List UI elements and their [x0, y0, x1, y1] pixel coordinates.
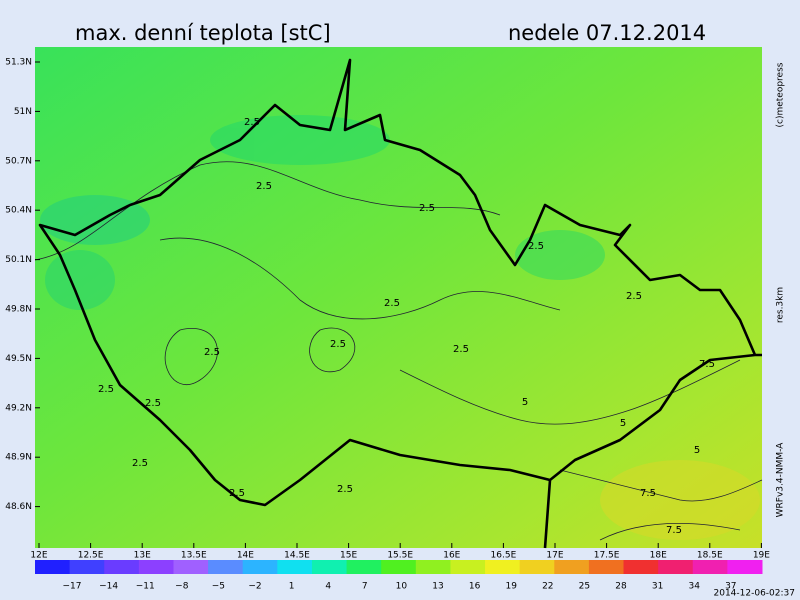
colorbar-label: 13	[432, 582, 443, 592]
colorbar-swatch	[554, 560, 590, 574]
title: max. denní teplota [stC]	[75, 21, 331, 45]
lon-label: 14E	[237, 551, 254, 561]
contour-label: 7.5	[666, 525, 682, 536]
colorbar-label: 28	[615, 582, 627, 592]
colorbar-swatch	[242, 560, 278, 574]
lon-label: 12E	[30, 551, 47, 561]
colorbar-label: 19	[505, 582, 517, 592]
colorbar-label: −14	[99, 582, 118, 592]
colorbar-swatch	[450, 560, 486, 574]
contour-label: 2.5	[229, 488, 245, 499]
colorbar-swatch	[311, 560, 348, 574]
colorbar-label: −11	[136, 582, 155, 592]
contour-label: 2.5	[145, 398, 161, 409]
lon-label: 13.5E	[181, 551, 207, 561]
colorbar-swatch	[277, 560, 313, 574]
lat-label: 48.9N	[5, 453, 32, 463]
contours	[34, 161, 763, 541]
lat-label: 49.5N	[5, 354, 32, 364]
contour-label: 7.5	[699, 359, 715, 370]
lat-label: 48.6N	[5, 502, 32, 512]
copyright: (c)meteopress	[776, 62, 786, 127]
colorbar-swatch	[104, 560, 140, 574]
colorbar-label: 31	[652, 582, 663, 592]
model: WRFv3.4-NMM-A	[776, 442, 786, 518]
contour-label: 5	[620, 418, 626, 429]
contour-label: 5	[694, 445, 700, 456]
colorbar-label: −8	[175, 582, 189, 592]
colorbar-label: 34	[688, 582, 700, 592]
lon-label: 12.5E	[78, 551, 104, 561]
lat-label: 49.2N	[5, 403, 32, 413]
lon-label: 14.5E	[284, 551, 310, 561]
colorbar-label: −17	[63, 582, 82, 592]
colorbar-label: 4	[325, 582, 331, 592]
contour-label: 2.5	[244, 117, 260, 128]
colorbar-swatch	[692, 560, 728, 574]
colorbar-swatch	[588, 560, 625, 574]
colorbar-swatch	[138, 560, 174, 574]
contour-label: 2.5	[419, 203, 435, 214]
contour-label: 5	[522, 397, 528, 408]
date: nedele 07.12.2014	[508, 21, 706, 45]
colorbar-swatch	[173, 560, 209, 574]
contour-label: 2.5	[132, 458, 148, 469]
contour-label: 7.5	[640, 488, 656, 499]
colorbar-swatch	[727, 560, 763, 574]
lon-label: 17.5E	[594, 551, 620, 561]
colorbar-swatch	[208, 560, 244, 574]
lon-label: 13E	[134, 551, 151, 561]
lat-label: 50.1N	[5, 255, 32, 265]
resolution: res.3km	[776, 287, 786, 323]
colorbar-swatch	[69, 560, 105, 574]
contour-label: 2.5	[256, 181, 272, 192]
lon-label: 18.5E	[697, 551, 723, 561]
lon-label: 19E	[753, 551, 770, 561]
colorbar-swatch	[35, 560, 71, 574]
colorbar-swatch	[415, 560, 451, 574]
lat-label: 50.4N	[5, 206, 32, 216]
colorbar-swatch	[623, 560, 659, 574]
colorbar-label: 7	[362, 582, 368, 592]
contour-label: 2.5	[384, 298, 400, 309]
lon-label: 15.5E	[387, 551, 413, 561]
timestamp: 2014-12-06-02:37	[714, 589, 796, 599]
colorbar-label: 1	[289, 582, 295, 592]
colorbar-label: −2	[248, 582, 261, 592]
colorbar-label: 22	[542, 582, 553, 592]
lon-label: 16.5E	[491, 551, 517, 561]
contour-label: 2.5	[98, 384, 114, 395]
contour-label: 2.5	[204, 347, 220, 358]
colorbar-label: 16	[469, 582, 481, 592]
colorbar-swatch	[658, 560, 694, 574]
contour-label: 2.5	[453, 344, 469, 355]
colorbar-swatch	[519, 560, 555, 574]
contour-label: 2.5	[337, 484, 353, 495]
colorbar-label: 25	[579, 582, 590, 592]
colorbar-swatch	[485, 560, 521, 574]
lat-label: 51.3N	[5, 58, 32, 68]
lat-label: 50.7N	[5, 156, 32, 166]
lon-label: 16E	[443, 551, 460, 561]
lat-label: 51N	[14, 107, 32, 117]
contour-label: 2.5	[330, 339, 346, 350]
colorbar-swatch	[346, 560, 382, 574]
colorbar-label: 10	[396, 582, 408, 592]
contour-label: 2.5	[528, 241, 544, 252]
colorbar-swatch	[381, 560, 417, 574]
map-field	[35, 47, 762, 548]
lat-label: 49.8N	[5, 305, 32, 315]
country-border	[38, 58, 762, 549]
colorbar-label: −5	[212, 582, 225, 592]
lon-label: 15E	[340, 551, 357, 561]
contour-label: 2.5	[626, 291, 642, 302]
lon-label: 18E	[650, 551, 667, 561]
colorbar-label: 37	[725, 582, 736, 592]
lon-label: 17E	[546, 551, 563, 561]
